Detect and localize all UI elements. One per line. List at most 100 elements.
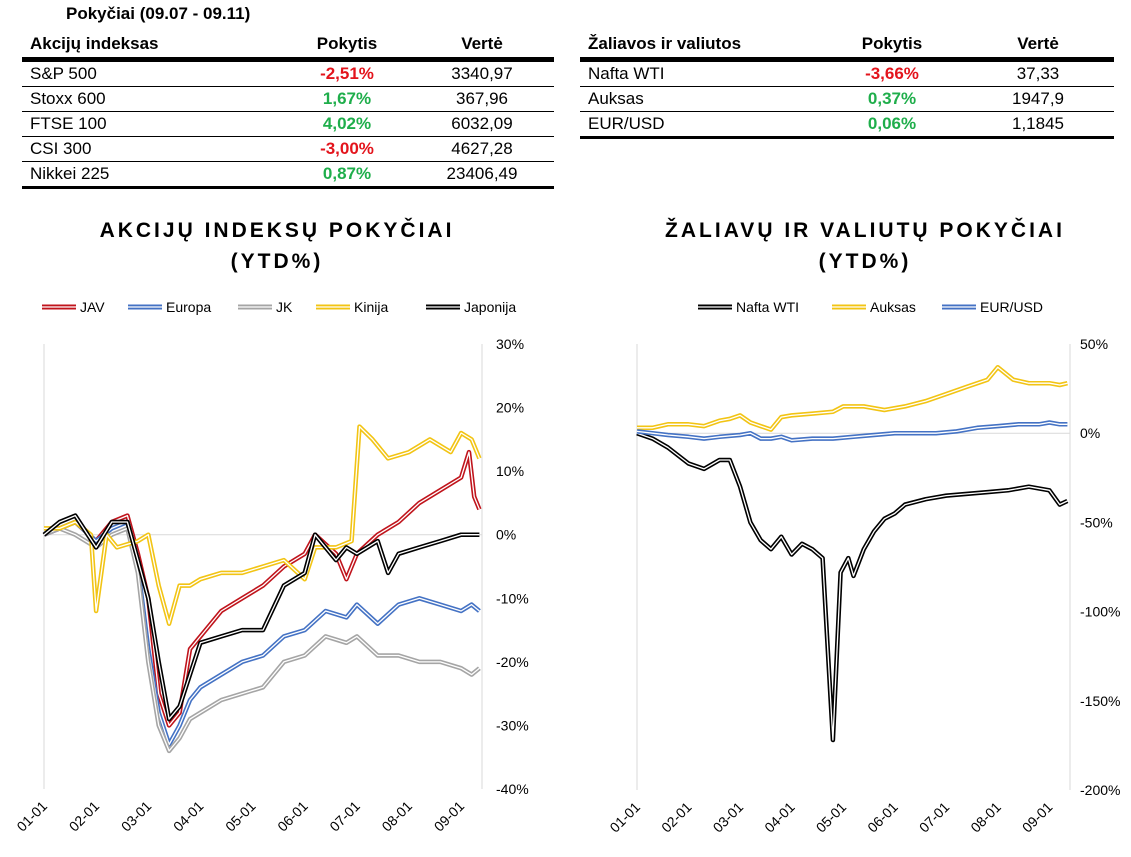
commodity-y-tick-label: 0% <box>1080 425 1100 441</box>
equity-name-cell: FTSE 100 <box>22 111 284 137</box>
equity-change-cell: -2,51% <box>284 57 410 87</box>
equity-change-cell: 0,87% <box>284 161 410 189</box>
equity-y-tick-label: 30% <box>496 336 524 352</box>
equity-name-cell: Stoxx 600 <box>22 86 284 112</box>
equity-legend-item: JAV <box>42 299 105 315</box>
equity-table: Akcijų indeksas Pokytis Vertė S&P 500 -2,… <box>22 31 554 189</box>
commodity-name-cell: Nafta WTI <box>580 57 822 87</box>
equity-y-tick-label: -30% <box>496 717 529 733</box>
equity-series-line-core <box>44 425 481 625</box>
commodity-series-line <box>637 364 1068 432</box>
commodity-row: Nafta WTI -3,66% 37,33 <box>580 57 1114 87</box>
equity-legend-label: JAV <box>80 299 105 315</box>
commodity-y-tick-label: -200% <box>1080 782 1120 798</box>
commodity-table-header: Žaliavos ir valiutos Pokytis Vertė <box>580 31 1114 61</box>
commodity-table: Žaliavos ir valiutos Pokytis Vertė Nafta… <box>580 31 1114 139</box>
equity-y-tick-label: 20% <box>496 400 524 416</box>
commodity-change-cell: 0,06% <box>822 111 962 139</box>
commodity-x-tick-label: 04-01 <box>761 799 798 836</box>
commodity-value-cell: 1,1845 <box>962 111 1114 139</box>
commodity-legend-label: EUR/USD <box>980 299 1043 315</box>
equity-series-line <box>43 526 481 754</box>
commodity-x-tick-label: 03-01 <box>710 799 747 836</box>
equity-y-tick-label: 10% <box>496 463 524 479</box>
equity-y-tick-label: 0% <box>496 527 516 543</box>
equity-change-cell: 1,67% <box>284 86 410 112</box>
equity-line-chart: 30% 20% 10% 0% -10% -20% -30% -40% 01-01 02-01 03-… <box>13 299 529 835</box>
commodity-legend-item: Auksas <box>832 299 916 315</box>
equity-series-line-core <box>43 521 480 746</box>
equity-name-cell: CSI 300 <box>22 136 284 162</box>
commodity-series-line-core <box>636 421 1068 441</box>
equity-row: Stoxx 600 1,67% 367,96 <box>22 86 554 112</box>
equity-legend-label: JK <box>276 299 293 315</box>
equity-x-tick-label: 02-01 <box>66 798 103 835</box>
equity-chart-title: AKCIJŲ INDEKSŲ POKYČIAI (YTD%) <box>22 215 532 277</box>
commodity-name-cell: Auksas <box>580 86 822 112</box>
equity-chart-title-line1: AKCIJŲ INDEKSŲ POKYČIAI <box>99 219 455 242</box>
commodity-x-tick-label: 06-01 <box>864 799 901 836</box>
equity-value-cell: 6032,09 <box>410 111 554 137</box>
equity-row: S&P 500 -2,51% 3340,97 <box>22 57 554 87</box>
equity-value-cell: 23406,49 <box>410 161 554 189</box>
commodity-y-tick-label: 50% <box>1080 336 1108 352</box>
equity-legend-label: Kinija <box>354 299 388 315</box>
commodity-x-tick-label: 02-01 <box>658 799 695 836</box>
period-title: Pokyčiai (09.07 - 09.11) <box>66 4 251 23</box>
equity-value-cell: 367,96 <box>410 86 554 112</box>
equity-y-tick-label: -10% <box>496 590 529 606</box>
commodity-value-cell: 1947,9 <box>962 86 1114 112</box>
equity-series-line-core <box>43 527 480 752</box>
equity-value-cell: 4627,28 <box>410 136 554 162</box>
equity-legend-item: JK <box>238 299 293 315</box>
equity-name-cell: S&P 500 <box>22 57 284 87</box>
equity-x-tick-label: 08-01 <box>378 798 415 835</box>
equity-legend-label: Europa <box>166 299 211 315</box>
equity-series-line <box>43 449 482 728</box>
commodity-series-line-core <box>637 366 1068 431</box>
commodity-header-value: Vertė <box>962 31 1114 61</box>
equity-chart-title-line2: (YTD%) <box>230 250 324 273</box>
equity-x-tick-label: 03-01 <box>118 798 155 835</box>
equity-series-line-core <box>43 514 480 720</box>
equity-row: Nikkei 225 0,87% 23406,49 <box>22 161 554 189</box>
commodity-series-line <box>636 431 1069 743</box>
commodity-header-change: Pokytis <box>822 31 962 61</box>
commodity-y-tick-label: -100% <box>1080 604 1120 620</box>
equity-header-name: Akcijų indeksas <box>22 31 284 61</box>
equity-x-tick-label: 09-01 <box>431 798 468 835</box>
commodity-x-tick-label: 05-01 <box>813 799 850 836</box>
commodity-x-tick-label: 07-01 <box>916 799 953 836</box>
equity-change-cell: -3,00% <box>284 136 410 162</box>
commodity-chart-title-line2: (YTD%) <box>818 250 912 273</box>
commodity-value-cell: 37,33 <box>962 57 1114 87</box>
commodity-legend-label: Nafta WTI <box>736 299 799 315</box>
equity-row: FTSE 100 4,02% 6032,09 <box>22 111 554 137</box>
equity-x-tick-label: 06-01 <box>274 798 311 835</box>
commodity-legend-item: Nafta WTI <box>698 299 799 315</box>
equity-legend-item: Kinija <box>316 299 388 315</box>
equity-legend-item: Europa <box>128 299 211 315</box>
equity-y-tick-label: -20% <box>496 654 529 670</box>
commodity-row: Auksas 0,37% 1947,9 <box>580 86 1114 112</box>
commodity-legend-item: EUR/USD <box>942 299 1043 315</box>
commodity-change-cell: 0,37% <box>822 86 962 112</box>
commodity-row: EUR/USD 0,06% 1,1845 <box>580 111 1114 139</box>
equity-change-cell: 4,02% <box>284 111 410 137</box>
commodity-legend-label: Auksas <box>870 299 916 315</box>
commodity-header-name: Žaliavos ir valiutos <box>580 31 822 61</box>
commodity-series-line-core <box>636 432 1068 741</box>
commodity-chart-title: ŽALIAVŲ IR VALIUTŲ POKYČIAI (YTD%) <box>610 215 1120 277</box>
commodity-y-tick-label: -150% <box>1080 693 1120 709</box>
commodity-x-tick-label: 08-01 <box>967 799 1004 836</box>
commodity-y-tick-label: -50% <box>1080 514 1113 530</box>
equity-legend-item: Japonija <box>426 299 516 315</box>
commodity-line-chart: 50% 0% -50% -100% -150% -200% 01-01 02-01 03-01 0… <box>606 299 1120 836</box>
equity-x-tick-label: 01-01 <box>13 798 50 835</box>
commodity-x-tick-label: 09-01 <box>1019 799 1056 836</box>
commodity-name-cell: EUR/USD <box>580 111 822 139</box>
equity-legend-label: Japonija <box>464 299 516 315</box>
equity-x-tick-label: 05-01 <box>222 798 259 835</box>
equity-value-cell: 3340,97 <box>410 57 554 87</box>
equity-y-tick-label: -40% <box>496 781 529 797</box>
